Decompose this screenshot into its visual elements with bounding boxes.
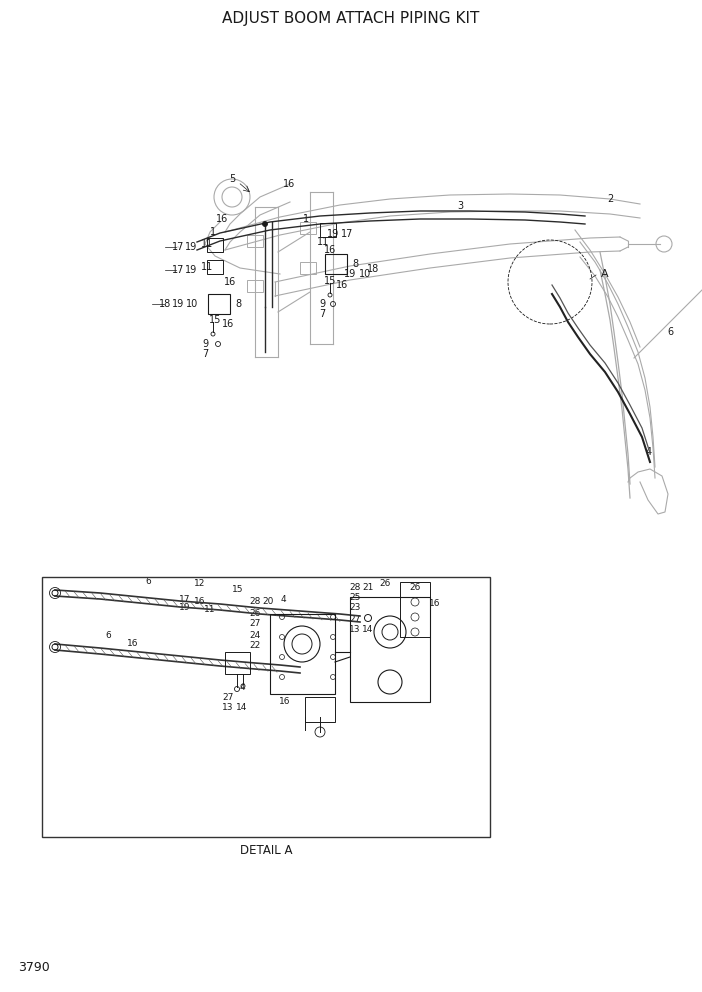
Text: 23: 23: [350, 602, 361, 611]
Text: 8: 8: [352, 259, 358, 269]
Text: 18: 18: [367, 264, 379, 274]
Text: 14: 14: [362, 625, 373, 634]
Bar: [225, 652, 250, 674]
Text: 6: 6: [145, 577, 151, 586]
Text: 26: 26: [409, 582, 420, 591]
Bar: [247, 280, 263, 292]
Text: 15: 15: [324, 276, 336, 286]
Text: 7: 7: [202, 349, 208, 359]
Text: 19: 19: [185, 242, 197, 252]
Text: 12: 12: [194, 579, 206, 588]
Text: 3: 3: [457, 201, 463, 211]
Text: 16: 16: [324, 245, 336, 255]
Bar: [400, 582, 430, 637]
Text: 27: 27: [350, 614, 361, 624]
Text: 5: 5: [229, 174, 235, 184]
Text: 11: 11: [201, 239, 213, 249]
Circle shape: [263, 221, 267, 226]
Text: 11: 11: [317, 237, 329, 247]
Text: 16: 16: [336, 280, 348, 290]
Text: 14: 14: [237, 702, 248, 711]
Text: 16: 16: [216, 214, 228, 224]
Bar: [207, 260, 223, 274]
Text: 17: 17: [340, 229, 353, 239]
Bar: [300, 222, 316, 234]
Text: 11: 11: [204, 604, 216, 613]
Text: 19: 19: [179, 602, 191, 611]
Bar: [42, 577, 490, 837]
Text: 20: 20: [263, 597, 274, 606]
Text: 4: 4: [280, 595, 286, 604]
Text: 10: 10: [359, 269, 371, 279]
Bar: [207, 238, 223, 252]
Text: 21: 21: [362, 582, 373, 591]
Text: 10: 10: [186, 299, 198, 309]
Bar: [305, 697, 335, 722]
Text: 22: 22: [249, 642, 260, 651]
Text: 8: 8: [235, 299, 241, 309]
Text: 1: 1: [210, 227, 216, 237]
Text: 19: 19: [327, 229, 339, 239]
Bar: [300, 262, 316, 274]
Text: 28: 28: [249, 597, 260, 606]
Bar: [325, 254, 347, 274]
Text: 16: 16: [224, 277, 236, 287]
Bar: [208, 294, 230, 314]
Text: 17: 17: [172, 265, 184, 275]
Bar: [270, 614, 335, 694]
Bar: [247, 235, 263, 247]
Text: 27: 27: [223, 692, 234, 701]
Text: 15: 15: [232, 584, 244, 593]
Text: 11: 11: [201, 262, 213, 272]
Text: 16: 16: [279, 697, 291, 706]
Text: 4: 4: [646, 447, 652, 457]
Text: 3790: 3790: [18, 961, 50, 974]
Text: 27: 27: [249, 619, 260, 629]
Text: 9: 9: [319, 299, 325, 309]
Text: 13: 13: [223, 702, 234, 711]
Text: 26: 26: [249, 609, 260, 618]
Text: 6: 6: [105, 632, 111, 641]
Text: ADJUST BOOM ATTACH PIPING KIT: ADJUST BOOM ATTACH PIPING KIT: [223, 12, 479, 27]
Text: 19: 19: [344, 269, 356, 279]
Bar: [320, 223, 336, 237]
Text: 16: 16: [127, 640, 139, 649]
Text: 15: 15: [208, 315, 221, 325]
Text: 2: 2: [607, 194, 613, 204]
Text: 16: 16: [194, 597, 206, 606]
Text: 16: 16: [283, 179, 295, 189]
Text: 4: 4: [239, 682, 245, 691]
Text: 28: 28: [350, 582, 361, 591]
Text: 18: 18: [159, 299, 171, 309]
Text: 9: 9: [202, 339, 208, 349]
Text: 17: 17: [172, 242, 184, 252]
Text: 13: 13: [350, 625, 361, 634]
Text: 24: 24: [249, 631, 260, 640]
Text: 1: 1: [303, 214, 309, 224]
Text: 16: 16: [429, 599, 441, 608]
Text: 26: 26: [379, 579, 391, 588]
Text: 25: 25: [350, 592, 361, 601]
Text: 19: 19: [185, 265, 197, 275]
Text: DETAIL A: DETAIL A: [240, 844, 292, 857]
Text: 17: 17: [179, 595, 191, 604]
Text: A: A: [601, 269, 609, 279]
Text: 16: 16: [222, 319, 234, 329]
Bar: [350, 597, 430, 702]
Text: 6: 6: [667, 327, 673, 337]
Text: 19: 19: [172, 299, 184, 309]
Text: 7: 7: [319, 309, 325, 319]
